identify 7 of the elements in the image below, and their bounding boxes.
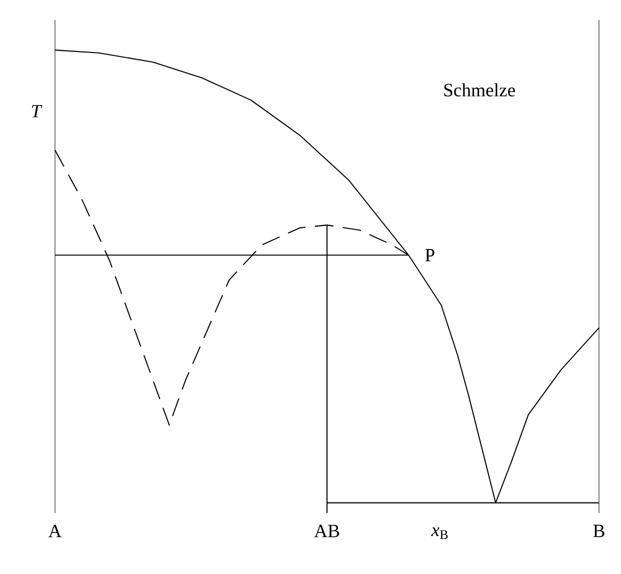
x-tick-label: AB [314,524,340,538]
annotation: Schmelze [444,83,515,96]
x-tick-label: B [593,524,604,538]
annotation: P [425,249,434,262]
x-tick-label: A [48,524,62,538]
y-axis-title: T [32,105,42,118]
x-axis-title: x$_{B}$ [431,527,448,539]
